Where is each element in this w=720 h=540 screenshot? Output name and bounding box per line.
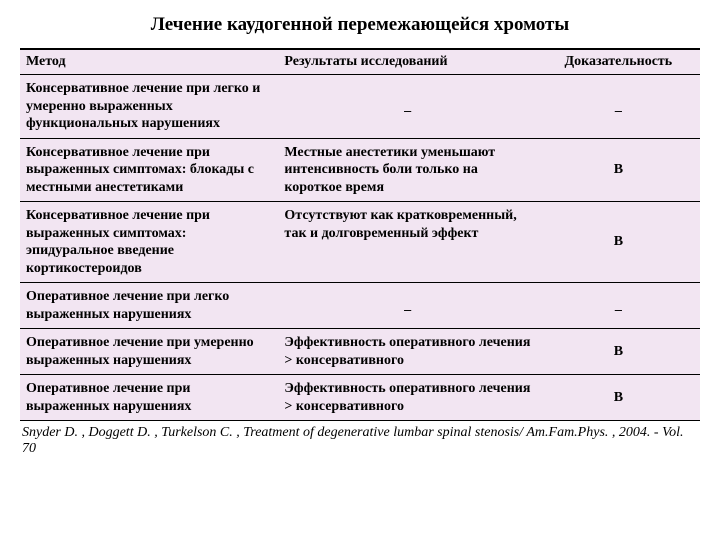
table-row: Оперативное лечение при легко выраженных… <box>20 283 700 329</box>
table-row: Консервативное лечение при выраженных си… <box>20 138 700 202</box>
cell-evidence: В <box>537 138 700 202</box>
cell-evidence: _ <box>537 283 700 329</box>
header-evidence: Доказательность <box>537 49 700 75</box>
table-row: Консервативное лечение при выраженных си… <box>20 202 700 283</box>
header-method: Метод <box>20 49 278 75</box>
cell-method: Оперативное лечение при выраженных наруш… <box>20 375 278 421</box>
cell-evidence: В <box>537 375 700 421</box>
cell-method: Консервативное лечение при легко и умере… <box>20 75 278 139</box>
cell-result: _ <box>278 283 536 329</box>
cell-method: Консервативное лечение при выраженных си… <box>20 138 278 202</box>
cell-method: Консервативное лечение при выраженных си… <box>20 202 278 283</box>
header-result: Результаты исследований <box>278 49 536 75</box>
table-row: Оперативное лечение при выраженных наруш… <box>20 375 700 421</box>
citation-text: Snyder D. , Doggett D. , Turkelson C. , … <box>20 425 700 457</box>
cell-evidence: _ <box>537 75 700 139</box>
cell-evidence: В <box>537 202 700 283</box>
cell-result: Эффективность оперативного лечения > кон… <box>278 329 536 375</box>
cell-result: Эффективность оперативного лечения > кон… <box>278 375 536 421</box>
table-row: Оперативное лечение при умеренно выражен… <box>20 329 700 375</box>
treatment-table: Метод Результаты исследований Доказатель… <box>20 48 700 421</box>
cell-method: Оперативное лечение при легко выраженных… <box>20 283 278 329</box>
cell-result: Отсутствуют как кратковременный, так и д… <box>278 202 536 283</box>
page-title: Лечение каудогенной перемежающейся хромо… <box>20 14 700 36</box>
cell-evidence: В <box>537 329 700 375</box>
table-header-row: Метод Результаты исследований Доказатель… <box>20 49 700 75</box>
cell-result: Местные анестетики уменьшают интенсивнос… <box>278 138 536 202</box>
cell-method: Оперативное лечение при умеренно выражен… <box>20 329 278 375</box>
cell-result: _ <box>278 75 536 139</box>
table-row: Консервативное лечение при легко и умере… <box>20 75 700 139</box>
